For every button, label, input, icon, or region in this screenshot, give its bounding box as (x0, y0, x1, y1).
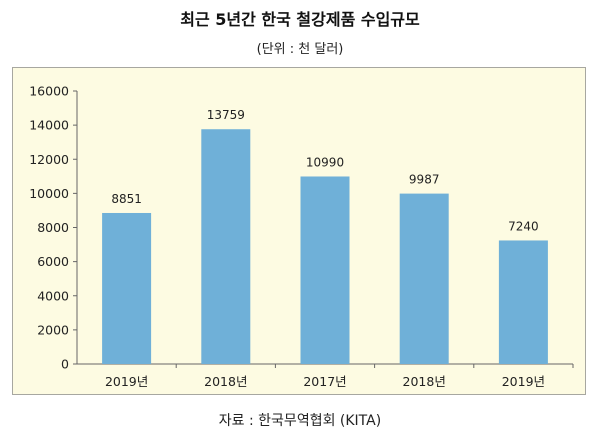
data-label: 13759 (207, 108, 245, 122)
y-tick-label: 14000 (29, 118, 69, 133)
y-tick-label: 12000 (29, 152, 69, 167)
y-tick-label: 2000 (37, 322, 69, 337)
data-label: 9987 (409, 173, 440, 187)
y-tick-label: 16000 (29, 84, 69, 99)
y-tick-label: 10000 (29, 186, 69, 201)
bar (300, 176, 350, 364)
bar-chart: 0 2000 4000 6000 8000 10000 12000 14000 16000 885… (29, 84, 574, 389)
data-label: 8851 (111, 192, 142, 206)
chart-area: 0 2000 4000 6000 8000 10000 12000 14000 16000 885… (12, 67, 586, 395)
y-tick-label: 4000 (37, 288, 69, 303)
chart-subtitle: (단위 : 천 달러) (256, 42, 344, 57)
chart-source: 자료 : 한국무역협회 (KITA) (218, 413, 382, 429)
data-label: 7240 (508, 219, 539, 233)
x-tick-label: 2018년 (204, 374, 247, 389)
y-tick-label: 8000 (37, 220, 69, 235)
x-tick-label: 2019년 (502, 374, 545, 389)
bar (399, 193, 449, 364)
y-tick-label: 6000 (37, 254, 69, 269)
bar (201, 129, 251, 364)
chart-title: 최근 5년간 한국 철강제품 수입규모 (180, 10, 420, 29)
y-tick-label: 0 (61, 357, 69, 372)
x-tick-label: 2019년 (105, 374, 148, 389)
data-label: 10990 (306, 155, 344, 169)
bar (102, 212, 152, 364)
bar (498, 240, 548, 364)
x-tick-label: 2017년 (303, 374, 346, 389)
x-tick-label: 2018년 (403, 374, 446, 389)
